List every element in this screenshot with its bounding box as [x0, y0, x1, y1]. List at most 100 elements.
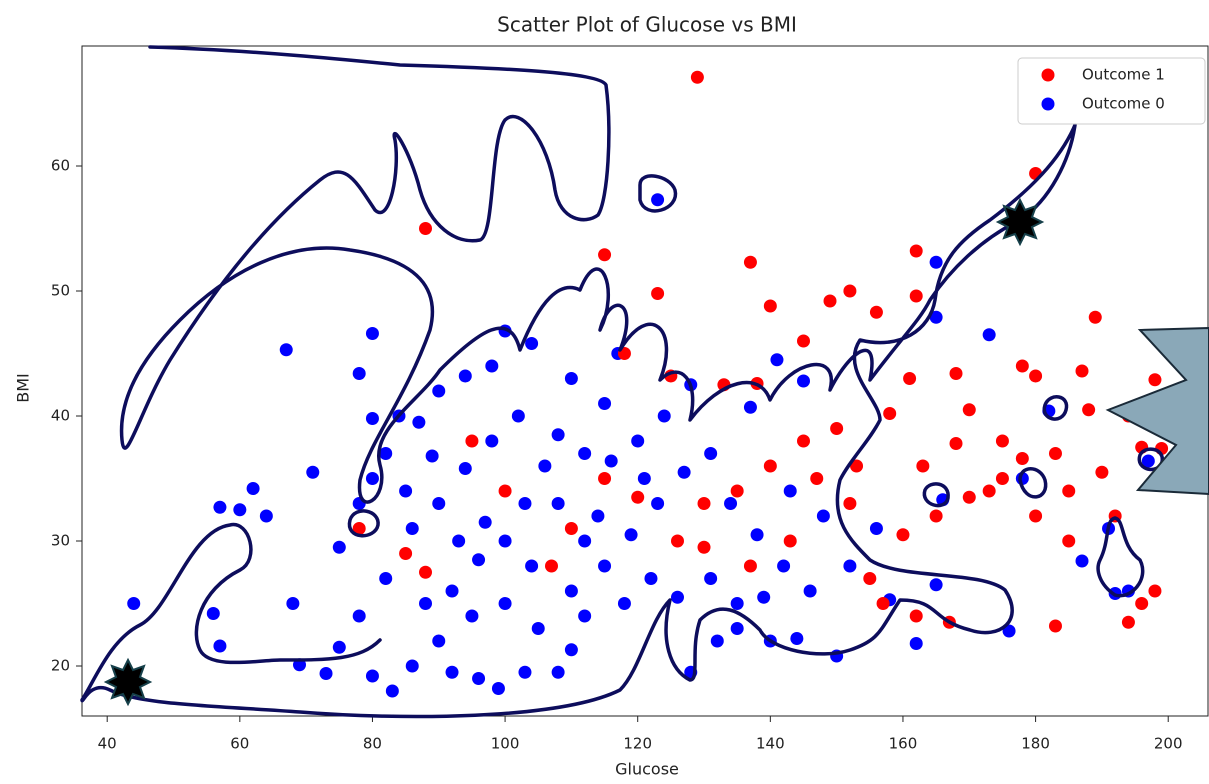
- legend: Outcome 1 Outcome 0: [1017, 57, 1206, 125]
- point: [564, 584, 578, 598]
- point: [1135, 597, 1149, 610]
- point: [127, 597, 141, 610]
- point: [929, 509, 943, 523]
- point: [591, 509, 605, 523]
- point: [465, 434, 479, 448]
- point: [909, 609, 923, 623]
- point: [876, 597, 890, 610]
- point: [995, 434, 1009, 448]
- point: [1095, 465, 1109, 479]
- x-tick-label: 120: [623, 735, 652, 753]
- point: [1029, 369, 1043, 383]
- point: [432, 634, 446, 648]
- point: [843, 559, 857, 573]
- point: [365, 412, 379, 425]
- point: [929, 578, 943, 592]
- point: [750, 528, 764, 542]
- point: [578, 534, 592, 548]
- point: [929, 310, 943, 324]
- point: [525, 337, 539, 350]
- contour: [80, 45, 1077, 719]
- point: [564, 372, 578, 385]
- point: [657, 409, 671, 423]
- point: [279, 343, 293, 357]
- point: [1141, 454, 1155, 468]
- point: [631, 434, 645, 448]
- x-tick-label: 160: [889, 735, 918, 753]
- point: [949, 437, 963, 450]
- star: [995, 197, 1045, 247]
- point: [432, 384, 446, 398]
- y-tick-label: 40: [51, 407, 70, 425]
- point: [604, 454, 618, 468]
- point: [823, 294, 837, 308]
- point: [544, 559, 558, 573]
- point: [617, 597, 631, 610]
- point: [1148, 584, 1162, 598]
- point: [697, 497, 711, 510]
- point: [458, 462, 472, 475]
- point: [365, 472, 379, 485]
- point: [465, 609, 479, 623]
- legend-label: Outcome 1: [1082, 66, 1165, 84]
- point: [1148, 373, 1162, 387]
- point: [724, 497, 738, 510]
- point: [803, 584, 817, 598]
- point: [743, 400, 757, 414]
- point: [929, 255, 943, 269]
- point: [909, 289, 923, 303]
- point: [644, 572, 658, 585]
- point: [710, 634, 724, 648]
- contour: [922, 482, 950, 508]
- point: [757, 590, 771, 604]
- point: [352, 609, 366, 623]
- point: [743, 559, 757, 573]
- point: [982, 484, 996, 498]
- point: [843, 284, 857, 298]
- point: [531, 622, 545, 635]
- point: [816, 509, 830, 523]
- y-tick-label: 30: [51, 532, 70, 550]
- points: [127, 70, 1169, 698]
- point: [379, 447, 393, 460]
- point: [651, 193, 665, 207]
- point: [598, 472, 612, 485]
- point: [697, 540, 711, 554]
- point: [399, 547, 413, 560]
- point: [518, 665, 532, 679]
- point: [306, 465, 320, 479]
- point: [863, 572, 877, 585]
- point: [869, 305, 883, 319]
- point: [419, 222, 433, 235]
- point: [551, 497, 565, 510]
- contour: [1042, 395, 1069, 421]
- legend-marker: [1041, 68, 1055, 82]
- point: [670, 534, 684, 548]
- point: [1015, 452, 1029, 465]
- point: [962, 490, 976, 504]
- point: [624, 528, 638, 542]
- point: [286, 597, 300, 610]
- point: [485, 359, 499, 373]
- point: [578, 447, 592, 460]
- point: [564, 643, 578, 657]
- point: [916, 459, 930, 473]
- x-tick-label: 140: [756, 735, 785, 753]
- point: [564, 522, 578, 535]
- point: [830, 422, 844, 435]
- point: [763, 299, 777, 313]
- x-tick-label: 60: [230, 735, 249, 753]
- x-tick-label: 200: [1154, 735, 1183, 753]
- legend-box: [1017, 57, 1206, 125]
- point: [903, 372, 917, 385]
- point: [538, 459, 552, 473]
- point: [730, 622, 744, 635]
- y-tick-label: 60: [51, 157, 70, 175]
- point: [843, 497, 857, 510]
- y-tick-label: 50: [51, 282, 70, 300]
- point: [982, 328, 996, 342]
- point: [485, 434, 499, 448]
- point: [385, 684, 399, 698]
- point: [419, 565, 433, 579]
